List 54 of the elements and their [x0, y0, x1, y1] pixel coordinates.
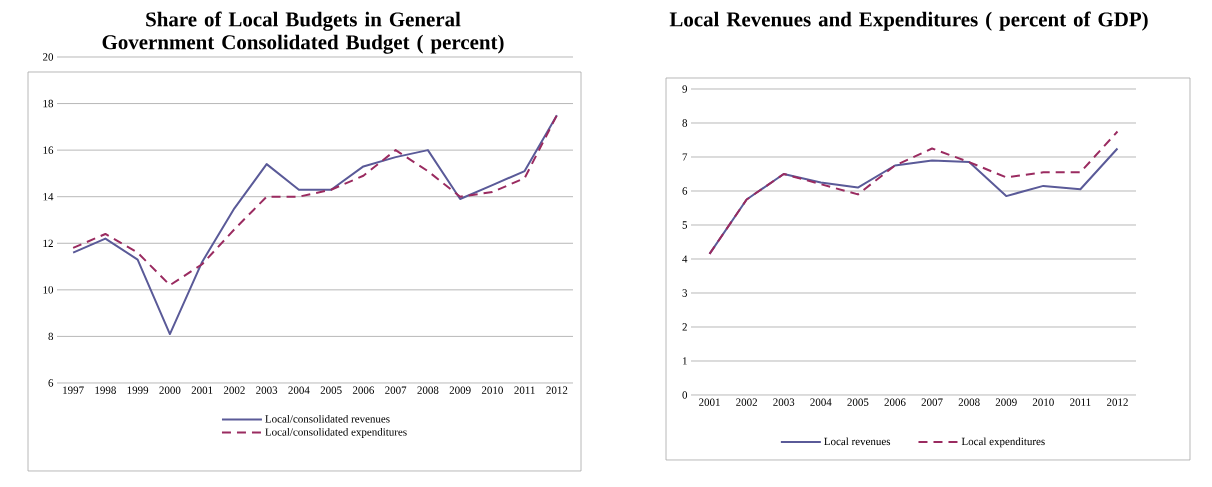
x-tick-label: 2000: [159, 386, 181, 394]
x-tick-label: 2012: [546, 386, 568, 394]
y-tick-label: 20: [43, 53, 54, 61]
y-tick-label: 2: [682, 323, 687, 331]
x-tick-label: 2003: [773, 398, 795, 406]
legend-label: Local expenditures: [961, 437, 1045, 448]
x-tick-label: 2004: [810, 398, 832, 406]
chart-title: Share of Local Budgets in General Government Consolidated Budget ( percent): [102, 11, 504, 54]
x-tick-label: 2001: [191, 386, 213, 394]
y-tick-label: 9: [682, 85, 688, 93]
x-tick-label: 2010: [1032, 398, 1054, 406]
x-tick-label: 2009: [449, 386, 471, 394]
x-tick-label: 2011: [1070, 398, 1091, 406]
x-tick-label: 2006: [884, 398, 906, 406]
x-tick-label: 2001: [699, 398, 720, 406]
y-tick-label: 16: [43, 146, 54, 154]
x-tick-label: 2004: [288, 386, 310, 394]
y-tick-label: 12: [43, 239, 53, 247]
x-tick-label: 2008: [958, 398, 980, 406]
y-tick-label: 10: [43, 286, 54, 294]
x-tick-label: 2009: [995, 398, 1017, 406]
y-tick-label: 14: [43, 193, 54, 201]
x-tick-label: 1999: [127, 386, 149, 394]
x-tick-label: 2010: [481, 386, 503, 394]
x-tick-label: 2012: [1107, 398, 1128, 406]
y-tick-label: 18: [43, 99, 54, 108]
y-tick-label: 3: [682, 289, 688, 297]
legend-label: Local/consolidated expenditures: [265, 427, 407, 438]
line-series: [72, 114, 558, 287]
y-tick-label: 1: [682, 357, 687, 365]
y-tick-label: 0: [682, 391, 688, 399]
line-series: [72, 114, 558, 336]
x-tick-label: 2005: [847, 398, 869, 406]
x-tick-label: 2007: [385, 386, 407, 394]
y-tick-label: 5: [682, 221, 688, 229]
x-tick-label: 2005: [320, 386, 342, 394]
y-tick-label: 7: [682, 153, 688, 161]
y-tick-label: 6: [682, 187, 688, 195]
x-tick-label: 1997: [63, 386, 84, 394]
legend-label: Local/consolidated revenues: [265, 414, 390, 423]
chart-title: Local Revenues and Expenditures ( percent of GDP): [669, 11, 1148, 31]
y-tick-label: 8: [682, 119, 688, 127]
x-tick-label: 2006: [352, 386, 375, 394]
x-tick-label: 2007: [921, 398, 943, 406]
x-tick-label: 2002: [736, 398, 757, 406]
y-tick-label: 8: [48, 332, 54, 341]
x-tick-label: 2003: [256, 386, 278, 394]
y-tick-label: 6: [48, 379, 54, 387]
x-tick-label: 2002: [223, 386, 245, 394]
x-tick-label: 2011: [514, 386, 535, 394]
x-tick-label: 2008: [417, 386, 439, 394]
y-tick-label: 4: [682, 255, 688, 263]
legend-label: Local revenues: [824, 437, 891, 446]
x-tick-label: 1998: [95, 386, 116, 394]
